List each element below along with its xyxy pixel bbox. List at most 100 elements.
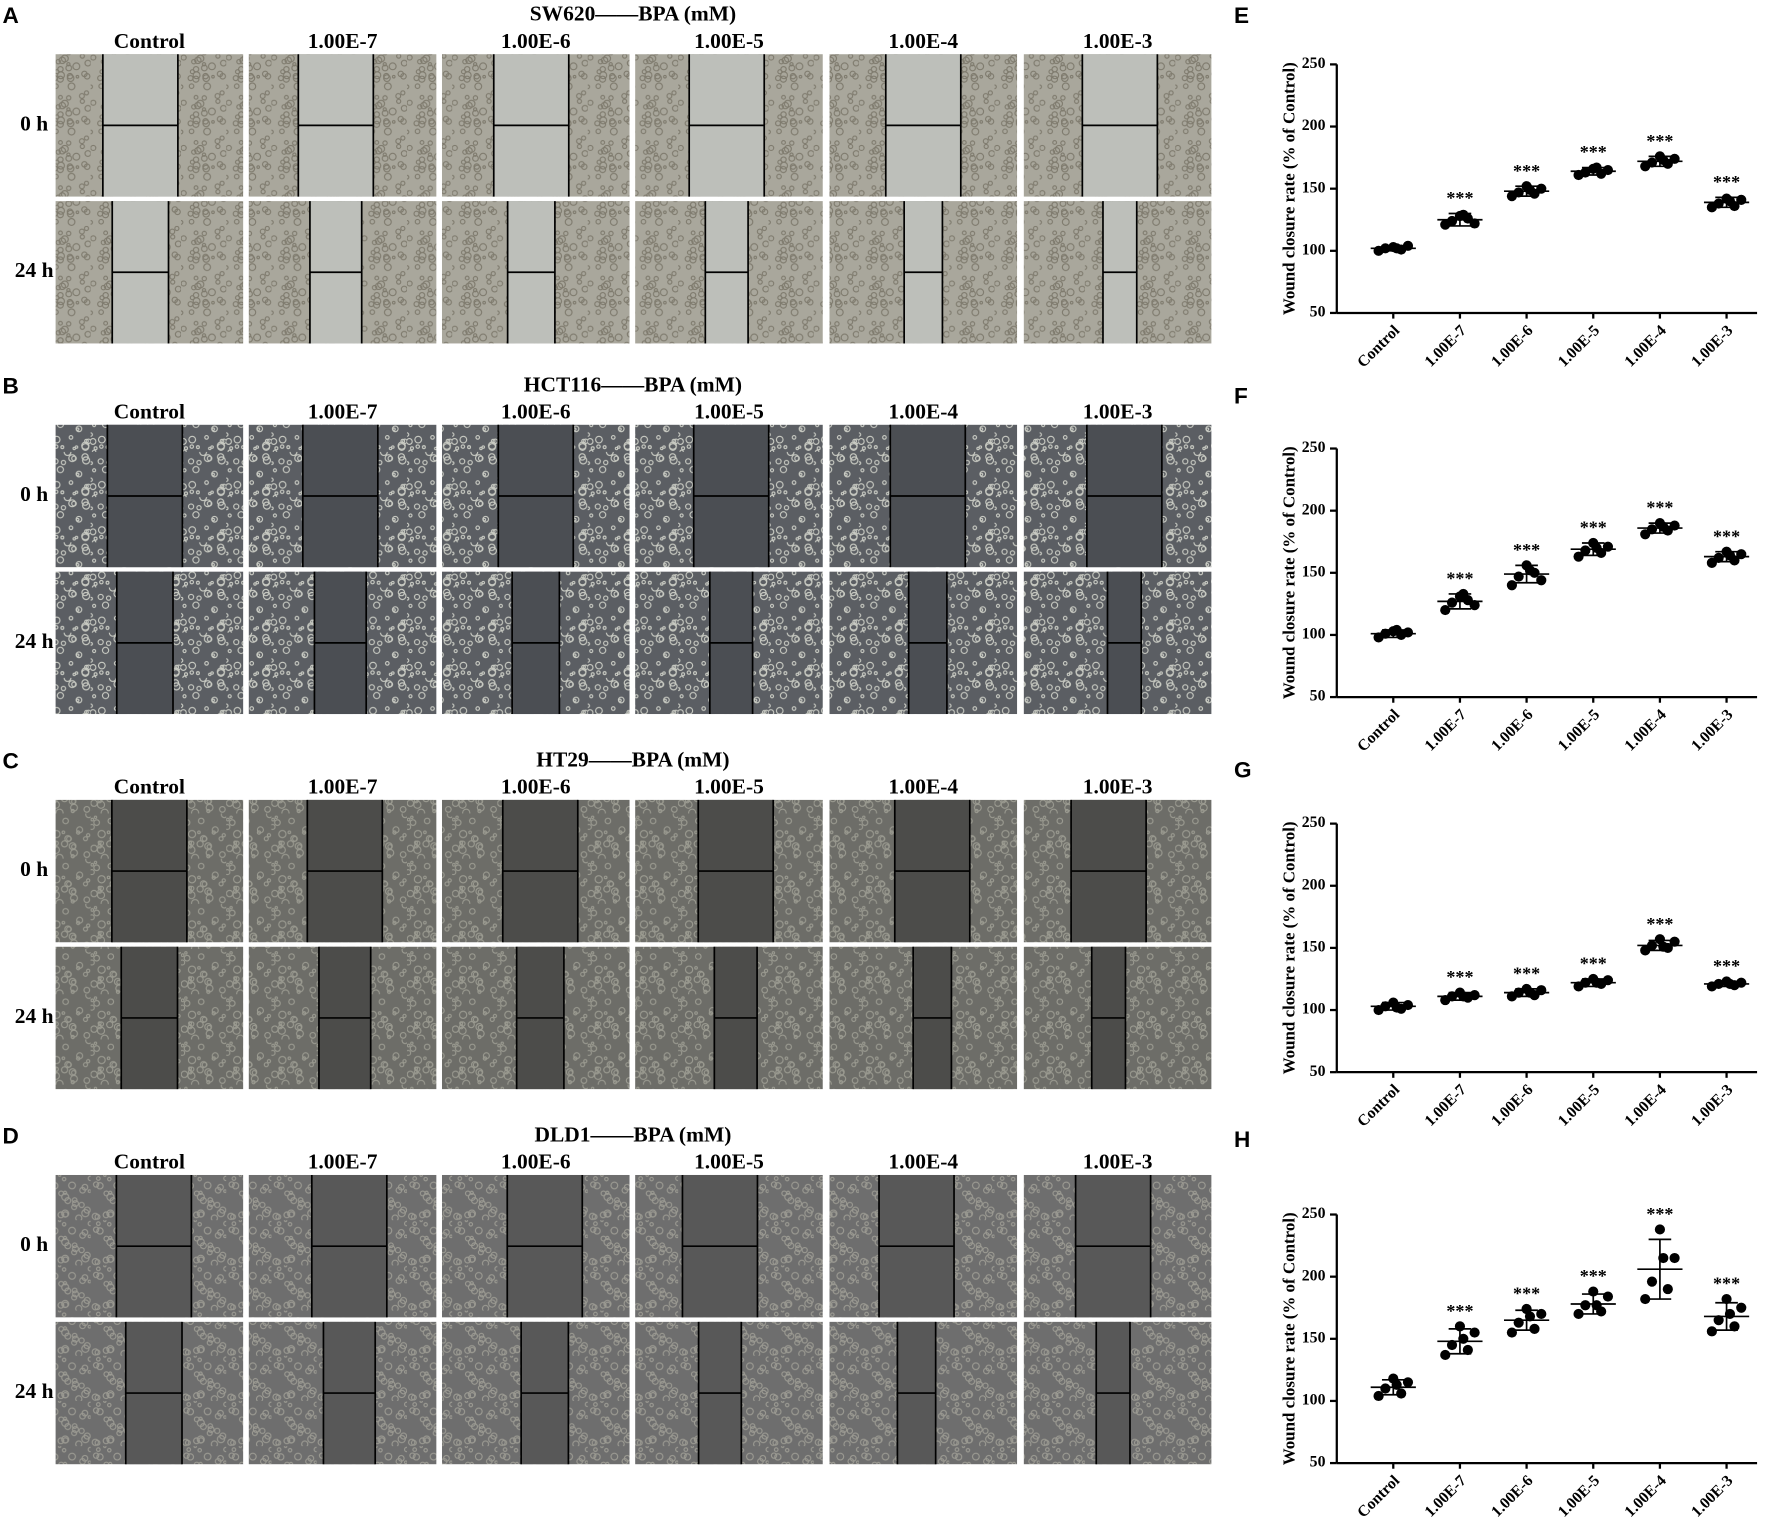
error-bar bbox=[1448, 1328, 1472, 1355]
x-tick-label: 1.00E-4 bbox=[1621, 706, 1669, 754]
error-bar bbox=[1448, 991, 1472, 1001]
significance-label: *** bbox=[1446, 967, 1473, 987]
error-bar bbox=[1715, 1301, 1738, 1331]
data-point bbox=[1662, 1284, 1673, 1295]
significance-label: *** bbox=[1646, 914, 1673, 934]
significance-label: *** bbox=[1446, 1301, 1473, 1321]
column-label: Control bbox=[114, 775, 185, 799]
panel-letter: C bbox=[3, 749, 19, 774]
column-label: 1.00E-4 bbox=[888, 399, 958, 423]
x-tick-label: 1.00E-4 bbox=[1621, 1472, 1669, 1520]
x-tick-label: Control bbox=[1354, 706, 1403, 755]
data-point bbox=[1602, 975, 1614, 986]
data-point bbox=[1506, 1327, 1517, 1338]
significance-label: *** bbox=[1446, 569, 1473, 589]
error-bar bbox=[1381, 1378, 1405, 1396]
x-tick-label: 1.00E-6 bbox=[1488, 1472, 1536, 1520]
significance-label: *** bbox=[1646, 131, 1673, 151]
x-tick-label: 1.00E-7 bbox=[1422, 322, 1470, 370]
error-bar bbox=[1581, 1293, 1605, 1315]
data-point bbox=[1729, 1321, 1740, 1332]
y-tick-label: 250 bbox=[1302, 1205, 1326, 1222]
data-point bbox=[1469, 990, 1480, 1001]
significance-label: *** bbox=[1446, 188, 1473, 208]
column-label: 1.00E-3 bbox=[1083, 399, 1153, 423]
y-tick-label: 100 bbox=[1302, 241, 1326, 258]
significance-label: *** bbox=[1513, 161, 1540, 181]
data-point bbox=[1669, 936, 1680, 947]
row-label: 0 h bbox=[20, 482, 48, 506]
error-bar bbox=[1715, 980, 1738, 988]
error-bar bbox=[1648, 1238, 1672, 1300]
data-point bbox=[1513, 571, 1524, 582]
data-point bbox=[1380, 1383, 1391, 1394]
data-point bbox=[1506, 580, 1517, 591]
data-point bbox=[1440, 1349, 1451, 1361]
error-bar bbox=[1515, 185, 1538, 197]
chart-letter: F bbox=[1234, 384, 1248, 409]
row-label: 24 h bbox=[15, 1379, 54, 1403]
data-point bbox=[1536, 575, 1547, 586]
data-point bbox=[1402, 999, 1414, 1011]
significance-label: *** bbox=[1580, 142, 1607, 162]
panel-title: HT29——BPA (mM) bbox=[536, 747, 729, 771]
significance-label: *** bbox=[1513, 1284, 1540, 1304]
error-bar bbox=[1715, 550, 1738, 563]
error-bar bbox=[1381, 629, 1405, 639]
data-point bbox=[1654, 1224, 1665, 1235]
data-point bbox=[1536, 183, 1547, 194]
row-label: 0 h bbox=[20, 111, 48, 135]
column-label: 1.00E-5 bbox=[694, 1150, 764, 1174]
column-label: 1.00E-4 bbox=[888, 775, 958, 799]
panel-title: DLD1——BPA (mM) bbox=[535, 1122, 732, 1146]
data-point bbox=[1706, 1326, 1717, 1337]
x-tick-label: Control bbox=[1354, 1081, 1403, 1130]
column-label: 1.00E-7 bbox=[308, 399, 378, 423]
data-point bbox=[1469, 600, 1480, 611]
data-point bbox=[1446, 1339, 1458, 1351]
column-label: 1.00E-6 bbox=[501, 399, 571, 423]
significance-label: *** bbox=[1713, 172, 1740, 192]
error-bar bbox=[1515, 1309, 1538, 1331]
data-point bbox=[1402, 627, 1414, 638]
column-label: 1.00E-5 bbox=[694, 399, 764, 423]
significance-label: *** bbox=[1646, 1204, 1673, 1224]
data-point bbox=[1736, 549, 1747, 560]
error-bar bbox=[1448, 593, 1472, 610]
data-point bbox=[1440, 605, 1451, 616]
data-point bbox=[1646, 524, 1658, 535]
data-point bbox=[1713, 1315, 1724, 1326]
data-point bbox=[1536, 985, 1547, 996]
significance-label: *** bbox=[1713, 956, 1740, 976]
panel-letter: A bbox=[3, 3, 19, 28]
data-point bbox=[1646, 1276, 1658, 1287]
chart-letter: H bbox=[1234, 1127, 1250, 1152]
column-label: 1.00E-7 bbox=[308, 29, 378, 53]
data-point bbox=[1646, 157, 1658, 168]
x-tick-label: 1.00E-3 bbox=[1688, 322, 1736, 370]
row-label: 0 h bbox=[20, 857, 48, 881]
data-point bbox=[1669, 153, 1680, 164]
y-tick-label: 250 bbox=[1302, 814, 1326, 831]
data-point bbox=[1640, 1293, 1651, 1305]
row-label: 0 h bbox=[20, 1232, 48, 1256]
column-label: 1.00E-6 bbox=[501, 1150, 571, 1174]
column-label: 1.00E-3 bbox=[1083, 1150, 1153, 1174]
data-point bbox=[1573, 1308, 1584, 1320]
y-tick-label: 50 bbox=[1310, 688, 1326, 705]
x-tick-label: 1.00E-4 bbox=[1621, 322, 1669, 370]
data-point bbox=[1713, 552, 1724, 563]
significance-label: *** bbox=[1646, 498, 1673, 518]
column-label: 1.00E-6 bbox=[501, 775, 571, 799]
data-point bbox=[1669, 1252, 1680, 1264]
row-label: 24 h bbox=[15, 258, 54, 282]
significance-label: *** bbox=[1580, 1266, 1607, 1286]
y-tick-label: 200 bbox=[1302, 117, 1326, 134]
significance-label: *** bbox=[1513, 540, 1540, 560]
data-point bbox=[1529, 1323, 1540, 1334]
column-label: 1.00E-7 bbox=[308, 775, 378, 799]
y-tick-label: 150 bbox=[1302, 563, 1326, 580]
error-bar bbox=[1448, 212, 1472, 227]
data-point bbox=[1573, 551, 1584, 562]
